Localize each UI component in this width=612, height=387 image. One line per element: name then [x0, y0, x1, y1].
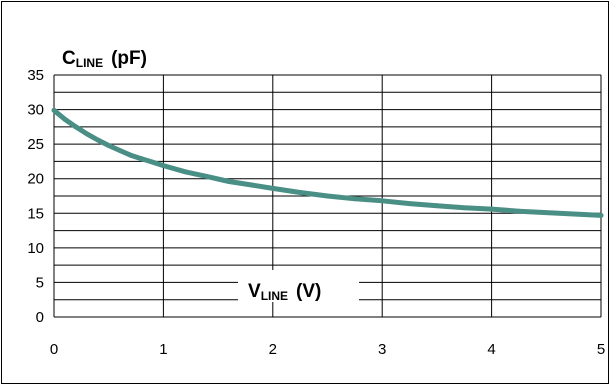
y-tick-label: 15 [27, 205, 44, 222]
data-point [571, 211, 576, 217]
data-point [598, 213, 604, 218]
y-tick-label: 0 [36, 309, 44, 326]
y-axis-title-unit: (pF) [111, 48, 147, 69]
y-tick-label: 10 [27, 240, 44, 257]
data-point [325, 193, 330, 199]
x-tick-label: 2 [269, 341, 277, 358]
x-tick-label: 0 [50, 341, 58, 358]
y-tick-label: 5 [36, 274, 44, 291]
data-point [516, 208, 522, 214]
y-tick-label: 20 [27, 171, 44, 188]
data-point [543, 210, 549, 216]
data-point [95, 137, 101, 143]
y-axis-title: CLINE (pF) [62, 48, 147, 70]
y-axis-title-sub: LINE [76, 56, 103, 70]
data-point [226, 179, 232, 184]
data-point [161, 163, 166, 169]
x-axis-title-box [238, 270, 359, 302]
x-axis-title-sub: LINE [261, 289, 288, 303]
y-tick-label: 35 [27, 67, 44, 84]
x-tick-label: 1 [159, 341, 167, 358]
data-point [352, 196, 358, 202]
y-axis-title-main: C [62, 48, 76, 69]
data-point [461, 205, 467, 211]
x-axis-title-main: V [248, 281, 261, 302]
y-tick-label: 25 [27, 136, 44, 153]
data-point [204, 174, 210, 180]
data-series-layer [51, 107, 604, 218]
data-point [62, 116, 68, 122]
data-point [84, 131, 90, 137]
tick-labels: 0 5 10 15 20 25 30 35 0 1 2 3 4 5 [27, 67, 605, 358]
data-point [139, 156, 144, 162]
data-point [297, 190, 303, 195]
data-point [489, 206, 494, 212]
data-point [379, 198, 385, 204]
x-axis-title: VLINE (V) [248, 281, 321, 303]
data-point [106, 143, 112, 148]
data-point [128, 152, 134, 158]
data-point [150, 159, 155, 165]
data-point [407, 201, 412, 207]
series-line [51, 107, 604, 218]
x-tick-label: 4 [487, 341, 495, 358]
data-point [270, 186, 276, 191]
data-point [117, 148, 122, 153]
data-point [73, 124, 79, 130]
data-point [434, 203, 440, 209]
x-tick-label: 3 [378, 341, 386, 358]
y-tick-label: 30 [27, 102, 44, 119]
data-point [51, 107, 57, 113]
x-axis-title-unit: (V) [296, 281, 321, 302]
data-point [248, 182, 254, 188]
x-tick-label: 5 [597, 341, 605, 358]
data-point [182, 169, 188, 175]
